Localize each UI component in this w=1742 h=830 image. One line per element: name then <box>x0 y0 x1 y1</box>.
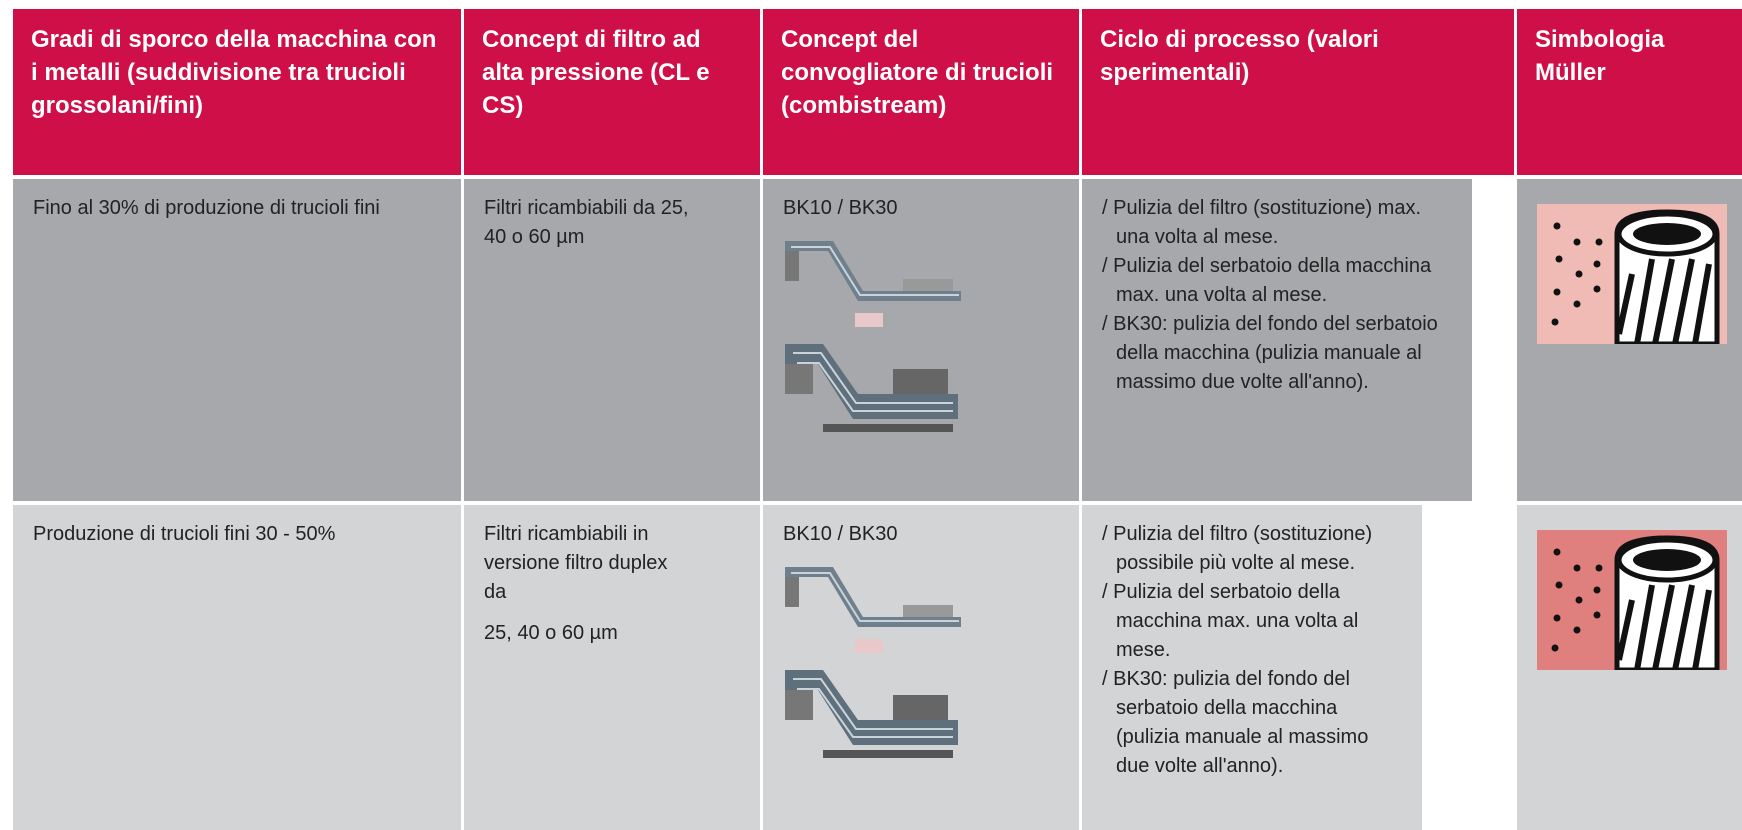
header-cell: Simbologia Müller <box>1517 9 1742 175</box>
filter-text: Filtri ricambiabili da 25, 40 o 60 µm <box>484 197 689 248</box>
conveyor-image <box>783 231 963 331</box>
conveyor-text: BK10 / BK30 <box>783 523 898 545</box>
filter-icon <box>1537 204 1727 344</box>
header-cell: Gradi di sporco della macchina con i met… <box>13 9 461 175</box>
cell: Produzione di trucioli fini 30 - 50% <box>13 505 461 830</box>
cell: Filtri ricambiabili in versione filtro d… <box>464 505 760 830</box>
conveyor-image <box>783 665 963 765</box>
conveyor-image <box>783 339 963 439</box>
cell <box>1517 505 1742 830</box>
cell <box>1517 179 1742 501</box>
cell: / Pulizia del filtro (sostituzione) poss… <box>1082 505 1422 830</box>
filter-icon <box>1537 530 1727 670</box>
header-cell: Concept del convogliatore di trucioli (c… <box>763 9 1079 175</box>
dirt-text: Fino al 30% di produzione di trucioli fi… <box>33 197 380 219</box>
conveyor-image <box>783 557 963 657</box>
cycle-item: / BK30: pulizia del fondo del serbatoio … <box>1102 668 1369 777</box>
cycle-item: / Pulizia del serbatoio della macchina m… <box>1102 581 1359 661</box>
cell: Fino al 30% di produzione di trucioli fi… <box>13 179 461 501</box>
cell: BK10 / BK30 <box>763 505 1079 830</box>
cell: BK10 / BK30 <box>763 179 1079 501</box>
cycle-item: / Pulizia del filtro (sostituzione) poss… <box>1102 523 1373 574</box>
cell: / Pulizia del filtro (sostituzione) max.… <box>1082 179 1472 501</box>
cycle-item: / Pulizia del filtro (sostituzione) max.… <box>1102 197 1422 248</box>
cycle-item: / BK30: pulizia del fondo del serbatoio … <box>1102 313 1438 393</box>
header-cell: Ciclo di processo (valori sperimentali) <box>1082 9 1514 175</box>
header-cell: Concept di filtro ad alta pressione (CL … <box>464 9 760 175</box>
cycle-item: / Pulizia del serbatoio della macchina m… <box>1102 255 1432 306</box>
dirt-text: Produzione di trucioli fini 30 - 50% <box>33 523 336 545</box>
cell: Filtri ricambiabili da 25, 40 o 60 µm <box>464 179 760 501</box>
filter-text: Filtri ricambiabili in versione filtro d… <box>484 523 668 603</box>
filter-text: 25, 40 o 60 µm <box>484 622 618 644</box>
table: Gradi di sporco della macchina con i met… <box>13 9 1742 830</box>
conveyor-text: BK10 / BK30 <box>783 197 898 219</box>
